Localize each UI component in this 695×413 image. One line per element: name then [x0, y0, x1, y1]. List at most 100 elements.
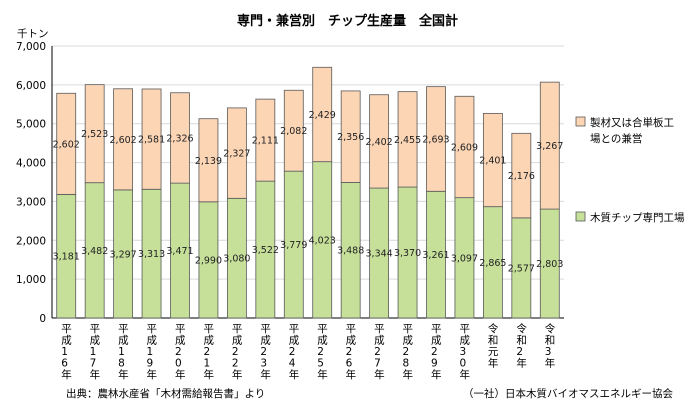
category-char: 平 — [90, 323, 101, 335]
data-label: 2,523 — [81, 129, 108, 140]
category-char: 平 — [147, 323, 158, 335]
category-char: 年 — [147, 368, 158, 381]
x-category-label: 平成 3 0 年 — [459, 323, 470, 381]
category-char: 平 — [260, 323, 271, 335]
category-char: 2 — [289, 346, 296, 358]
category-char: 成 — [346, 335, 357, 347]
x-category-label: 平成 1 9 年 — [147, 323, 158, 381]
category-char: 2 — [232, 358, 239, 370]
category-char: 平 — [289, 323, 300, 335]
category-char: 成 — [232, 335, 243, 347]
bar-segment-combined — [312, 66, 333, 163]
category-char: 成 — [175, 335, 186, 347]
data-label: 2,326 — [166, 133, 193, 144]
bar-segment-combined — [511, 132, 532, 219]
category-char: 2 — [516, 346, 523, 358]
category-char: 2 — [175, 346, 182, 358]
category-char: 元 — [488, 346, 499, 358]
category-char: 成 — [203, 335, 214, 347]
data-label: 2,609 — [451, 142, 478, 153]
category-char: 1 — [118, 346, 125, 358]
legend-swatch — [575, 116, 586, 127]
category-char: 令 — [488, 322, 499, 335]
category-char: 2 — [232, 346, 239, 358]
category-char: 成 — [403, 335, 414, 347]
grid-lines — [51, 45, 564, 319]
category-char: 年 — [488, 357, 499, 370]
category-char: 平 — [346, 323, 357, 335]
bar-segment-combined — [340, 90, 361, 183]
y-tick-label: 1,000 — [16, 274, 46, 286]
bar-segment-combined — [56, 92, 77, 195]
category-char: 5 — [317, 358, 324, 370]
x-category-label: 平成 2 1 年 — [203, 323, 214, 381]
legend-label: 製材又は合単板工 — [590, 116, 674, 129]
category-char: 6 — [346, 358, 353, 370]
data-label: 2,602 — [110, 135, 137, 146]
chart-title: 専門・兼営別 チップ生産量 全国計 — [236, 14, 458, 29]
category-char: 2 — [203, 346, 210, 358]
y-tick-label: 4,000 — [16, 158, 46, 170]
category-char: 成 — [374, 335, 385, 347]
x-category-label: 平成 2 6 年 — [346, 323, 357, 381]
data-label: 3,313 — [138, 249, 165, 260]
bar-segment-combined — [454, 95, 475, 199]
category-char: 成 — [289, 335, 300, 347]
data-label: 3,370 — [394, 248, 421, 259]
legend-swatch — [575, 211, 586, 222]
y-tick-label: 6,000 — [16, 80, 46, 92]
legend-label: 木質チップ専門工場 — [590, 211, 685, 224]
category-char: 年 — [403, 368, 414, 381]
category-char: 2 — [403, 346, 410, 358]
bars — [56, 66, 560, 319]
category-char: 9 — [431, 358, 438, 370]
category-char: 2 — [260, 346, 267, 358]
category-char: 2 — [346, 346, 353, 358]
category-char: 平 — [118, 323, 129, 335]
category-char: 年 — [374, 368, 385, 381]
category-char: 和 — [488, 335, 499, 347]
bar-segment-combined — [170, 92, 190, 184]
category-char: 7 — [90, 358, 97, 370]
bar-segment-combined — [226, 107, 247, 199]
bar-segment-combined — [84, 84, 105, 184]
bar-segment-combined — [141, 88, 162, 190]
category-char: 和 — [545, 335, 556, 347]
category-char: 成 — [61, 335, 72, 347]
y-tick-label: 7,000 — [16, 41, 46, 53]
category-char: 年 — [232, 368, 243, 381]
y-tick-label: 2,000 — [16, 235, 46, 247]
category-char: 9 — [147, 358, 154, 370]
category-char: 平 — [61, 323, 72, 335]
category-char: 平 — [374, 323, 385, 335]
data-label: 3,097 — [451, 253, 478, 264]
category-char: 2 — [374, 346, 381, 358]
data-label: 2,602 — [53, 139, 80, 150]
data-label: 3,522 — [252, 245, 279, 256]
category-char: 2 — [317, 346, 324, 358]
category-char: 年 — [289, 368, 300, 381]
category-char: 成 — [431, 335, 442, 347]
bar-segment-combined — [482, 112, 503, 208]
source-note: 出典：農林水産省「木材需給報告書」より — [66, 388, 266, 400]
category-char: 1 — [90, 346, 97, 358]
category-char: 平 — [232, 323, 243, 335]
category-char: 成 — [260, 335, 271, 347]
x-category-label: 平成 2 8 年 — [403, 323, 414, 381]
category-char: 年 — [61, 368, 72, 381]
data-label: 3,181 — [53, 252, 80, 263]
category-char: 年 — [203, 368, 214, 381]
category-char: 成 — [459, 335, 470, 347]
data-label: 2,581 — [138, 135, 165, 146]
category-char: 1 — [203, 358, 210, 370]
y-axis-ticks: 0 1,000 2,000 3,000 4,000 5,000 6,000 7,000 — [16, 41, 46, 325]
data-label: 2,990 — [195, 255, 222, 266]
data-label: 3,344 — [366, 249, 393, 260]
category-char: 平 — [431, 323, 442, 335]
bar-segment-combined — [283, 89, 304, 172]
data-label: 3,488 — [337, 246, 364, 257]
data-label: 2,577 — [508, 263, 535, 274]
data-label: 2,401 — [479, 156, 506, 167]
category-char: 3 — [459, 346, 466, 358]
